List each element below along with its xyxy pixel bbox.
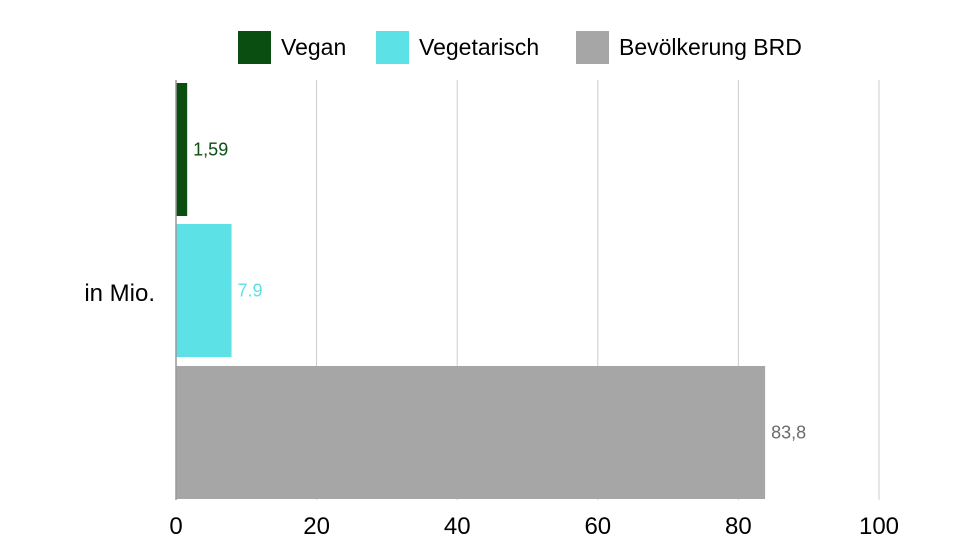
legend-swatch: [238, 31, 271, 64]
bars: 1,59 7.9 83,8: [176, 83, 806, 499]
x-tick-label: 100: [859, 513, 899, 540]
legend-label: Bevölkerung BRD: [619, 34, 802, 60]
x-tick-label: 60: [584, 513, 611, 540]
x-tick-labels: 0 20 40 60 80 100: [169, 513, 899, 540]
data-label: 1,59: [193, 140, 228, 160]
bar-vegetarisch: [176, 224, 232, 357]
legend: Vegan Vegetarisch Bevölkerung BRD: [238, 31, 802, 64]
x-tick-label: 40: [444, 513, 471, 540]
legend-label: Vegetarisch: [419, 34, 539, 60]
data-label: 7.9: [238, 281, 263, 301]
bar-bev-lkerung-brd: [176, 366, 766, 499]
legend-label: Vegan: [281, 34, 346, 60]
category-label: in Mio.: [84, 280, 155, 307]
x-tick-label: 80: [725, 513, 752, 540]
x-tick-label: 20: [303, 513, 330, 540]
x-tick-label: 0: [169, 513, 182, 540]
legend-swatch: [376, 31, 409, 64]
legend-swatch: [576, 31, 609, 64]
data-label: 83,8: [771, 423, 806, 443]
bar-vegan: [176, 83, 188, 216]
